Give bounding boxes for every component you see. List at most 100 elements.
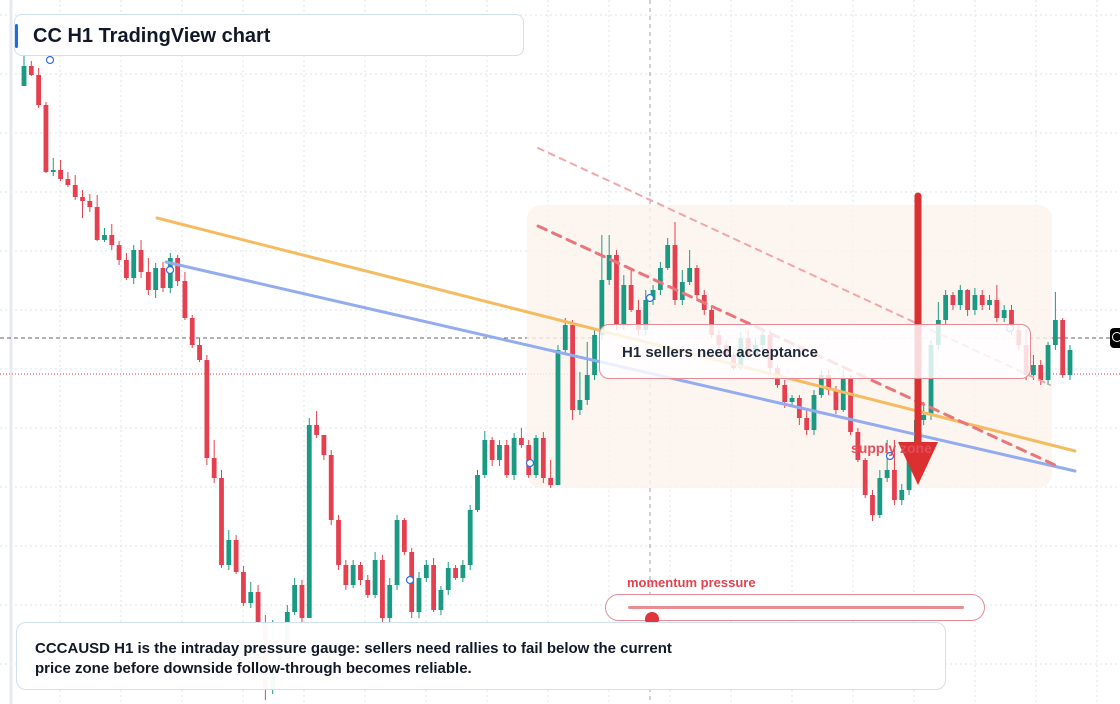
- candle-body: [694, 268, 700, 295]
- candle-body: [489, 440, 495, 460]
- candle-body: [628, 285, 634, 310]
- candle-body: [555, 350, 561, 485]
- candle-body: [1009, 310, 1014, 330]
- candle-body: [475, 475, 480, 510]
- candle-body: [965, 290, 970, 310]
- candle: [197, 338, 202, 362]
- candle-body: [233, 540, 239, 572]
- candle-body: [460, 565, 466, 578]
- candle-body: [182, 281, 188, 318]
- candle-body: [87, 201, 93, 207]
- candle-body: [804, 418, 810, 430]
- candle: [1052, 292, 1058, 350]
- candle: [687, 250, 693, 285]
- candle: [314, 411, 319, 438]
- candle: [540, 432, 546, 483]
- candle: [548, 460, 554, 488]
- candle-body: [972, 295, 978, 310]
- candle: [789, 395, 795, 405]
- candle: [160, 262, 166, 292]
- candle-body: [957, 290, 963, 305]
- candle: [584, 342, 590, 405]
- candle-body: [533, 438, 539, 475]
- candle: [416, 572, 422, 618]
- candle: [504, 440, 510, 478]
- candle: [431, 558, 437, 612]
- candle-body: [1052, 320, 1058, 345]
- candle: [438, 586, 444, 615]
- candle: [650, 285, 656, 305]
- candle: [445, 562, 451, 595]
- candle-body: [65, 179, 71, 185]
- candle-body: [540, 438, 546, 478]
- candle-body: [862, 460, 868, 495]
- candle-body: [979, 295, 985, 305]
- candle: [862, 458, 868, 498]
- candle-body: [548, 478, 554, 485]
- candle-body: [877, 478, 883, 515]
- candle-body: [1001, 310, 1007, 318]
- candle-body: [21, 66, 27, 86]
- candle: [665, 238, 671, 270]
- candle-body: [241, 572, 246, 603]
- candle-body: [292, 585, 298, 612]
- candle-body: [189, 318, 195, 345]
- candle: [570, 320, 576, 420]
- candle: [248, 582, 254, 608]
- price-scale-badge-icon[interactable]: [1110, 328, 1120, 348]
- candle-body: [50, 170, 56, 172]
- candle: [87, 194, 93, 212]
- candle-body: [884, 470, 890, 478]
- candle-body: [431, 565, 437, 610]
- candle: [255, 585, 261, 627]
- candle: [292, 578, 298, 615]
- candle-body: [204, 360, 210, 458]
- candle: [804, 410, 810, 435]
- candle-body: [350, 565, 356, 585]
- candle: [599, 235, 605, 340]
- candle: [138, 240, 144, 278]
- candle-body: [482, 440, 488, 475]
- candle: [423, 560, 429, 582]
- candle-body: [226, 540, 232, 565]
- candle: [72, 175, 78, 200]
- candle-body: [255, 592, 261, 623]
- candle-body: [650, 290, 656, 300]
- candle-body: [343, 565, 349, 585]
- candle: [467, 505, 473, 570]
- candle-body: [299, 585, 305, 618]
- candle-body: [365, 580, 371, 595]
- candle: [679, 270, 685, 305]
- pivot-marker: [885, 451, 895, 461]
- candle: [460, 560, 466, 582]
- candle-body: [1045, 345, 1051, 380]
- candle-body: [175, 258, 181, 281]
- candle-body: [994, 300, 1000, 318]
- candle: [43, 102, 49, 173]
- candle: [394, 515, 400, 590]
- candle: [380, 555, 385, 622]
- candle-body: [592, 335, 597, 375]
- candle: [657, 262, 663, 295]
- candle-body: [577, 400, 583, 410]
- candle-body: [1067, 350, 1073, 375]
- candle-body: [892, 470, 897, 500]
- candle-body: [950, 295, 956, 305]
- down-arrow: [898, 192, 938, 485]
- candle-body: [848, 378, 853, 432]
- candle: [401, 518, 407, 555]
- candle-body: [423, 565, 429, 578]
- candle-body: [672, 245, 678, 300]
- candle-body: [855, 432, 861, 460]
- candle: [511, 433, 517, 480]
- candle: [328, 450, 334, 525]
- candle-body: [321, 435, 327, 455]
- candle-body: [401, 520, 407, 552]
- candle-body: [416, 578, 422, 612]
- candle: [1060, 318, 1066, 378]
- candle-body: [387, 585, 393, 618]
- candle: [204, 355, 210, 465]
- candle-body: [921, 415, 927, 420]
- candle-body: [131, 250, 137, 278]
- candle: [672, 222, 678, 305]
